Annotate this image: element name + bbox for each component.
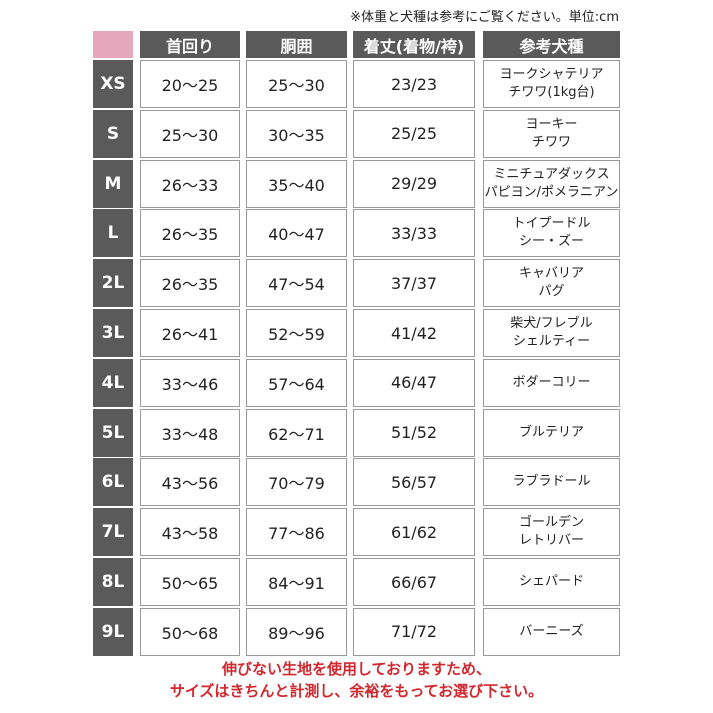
length-cell: 41/42: [353, 309, 475, 357]
length-cell: 51/52: [353, 408, 475, 457]
breed-name: シェルティー: [512, 334, 591, 349]
neck-cell: 43〜58: [140, 508, 240, 557]
breed-cell: ラブラドール: [483, 458, 620, 507]
breed-cell: トイプードル シー・ズー: [483, 209, 620, 258]
breed-name: キャバリア: [518, 266, 584, 282]
breed-name: パグ: [538, 284, 565, 300]
chest-cell: 47〜54: [246, 259, 347, 308]
breed-cell: 柴犬/フレブル シェルティー: [483, 309, 620, 357]
footer-line-1: 伸びない生地を使用しておりますため、: [221, 660, 492, 678]
footer-warning: 伸びない生地を使用しておりますため、 サイズはきちんと計測し、余裕をもってお選び…: [0, 658, 713, 702]
chest-cell: 57〜64: [246, 358, 347, 407]
breed-name: ラブラドール: [512, 474, 591, 490]
header-corner: [93, 31, 133, 58]
size-label: S: [93, 109, 133, 158]
breed-name: ミニチュアダックス: [493, 166, 610, 182]
size-label: 8L: [93, 558, 133, 606]
breed-cell: シェパード: [483, 558, 620, 606]
breed-name: ゴールデン: [518, 515, 584, 531]
unit-note: ※体重と犬種は参考にご覧ください。単位:cm: [350, 10, 619, 25]
breed-name: トイプードル: [512, 216, 591, 232]
chest-cell: 35〜40: [246, 159, 347, 208]
chest-cell: 70〜79: [246, 458, 347, 507]
length-cell: 23/23: [353, 60, 475, 108]
breed-name: パピヨン/ポメラニアン: [484, 184, 619, 200]
footer-line-2: サイズはきちんと計測し、余裕をもってお選び下さい。: [169, 682, 544, 700]
breed-cell: ゴールデンレトリバー: [483, 508, 620, 557]
chest-cell: 77〜86: [246, 508, 347, 557]
neck-cell: 26〜41: [140, 309, 240, 357]
chest-cell: 40〜47: [246, 209, 347, 258]
length-cell: 66/67: [353, 558, 475, 606]
size-label: XS: [93, 60, 133, 108]
size-label: 9L: [93, 607, 133, 656]
breed-cell: ブルテリア: [483, 408, 620, 457]
size-label: 6L: [93, 458, 133, 507]
neck-cell: 20〜25: [140, 60, 240, 108]
neck-cell: 25〜30: [140, 109, 240, 158]
chest-cell: 89〜96: [246, 607, 347, 656]
header-breed: 参考犬種: [483, 31, 620, 58]
chest-cell: 30〜35: [246, 109, 347, 158]
neck-cell: 50〜65: [140, 558, 240, 606]
breed-cell: ヨーキー チワワ: [483, 109, 620, 158]
breed-name: シェパード: [518, 574, 584, 589]
breed-name: バーニーズ: [519, 623, 584, 639]
length-cell: 33/33: [353, 209, 475, 258]
neck-cell: 33〜48: [140, 408, 240, 457]
length-cell: 46/47: [353, 358, 475, 407]
breed-name: ヨーキー: [525, 116, 578, 132]
chest-cell: 84〜91: [246, 558, 347, 606]
breed-name: チワワ: [531, 134, 571, 150]
size-label: 4L: [93, 358, 133, 407]
length-cell: 37/37: [353, 259, 475, 308]
size-label: 3L: [93, 309, 133, 357]
neck-cell: 33〜46: [140, 358, 240, 407]
chest-cell: 25〜30: [246, 60, 347, 108]
breed-cell: ボダーコリー: [483, 358, 620, 407]
breed-cell: ヨークシャテリア チワワ(1kg台): [483, 60, 620, 108]
size-label: M: [93, 159, 133, 208]
breed-cell: ミニチュアダックス パピヨン/ポメラニアン: [483, 159, 620, 208]
length-cell: 71/72: [353, 607, 475, 656]
breed-name: レトリバー: [518, 533, 584, 549]
breed-name: ブルテリア: [518, 424, 584, 440]
breed-name: 柴犬/フレブル: [510, 316, 593, 331]
length-cell: 61/62: [353, 508, 475, 557]
neck-cell: 50〜68: [140, 607, 240, 656]
size-label: 7L: [93, 508, 133, 557]
chest-cell: 52〜59: [246, 309, 347, 357]
length-cell: 56/57: [353, 458, 475, 507]
breed-cell: バーニーズ: [483, 607, 620, 656]
size-label: L: [93, 209, 133, 258]
length-cell: 29/29: [353, 159, 475, 208]
neck-cell: 26〜35: [140, 209, 240, 258]
breed-name: シー・ズー: [518, 234, 584, 250]
chest-cell: 62〜71: [246, 408, 347, 457]
neck-cell: 43〜56: [140, 458, 240, 507]
neck-cell: 26〜33: [140, 159, 240, 208]
breed-name: ヨークシャテリア: [499, 67, 604, 82]
size-label: 2L: [93, 259, 133, 308]
header-neck: 首回り: [140, 31, 240, 58]
header-chest: 胴囲: [246, 31, 347, 58]
breed-cell: キャバリア パグ: [483, 259, 620, 308]
breed-name: チワワ(1kg台): [508, 85, 595, 100]
length-cell: 25/25: [353, 109, 475, 158]
header-length: 着丈(着物/袴): [353, 31, 475, 58]
size-label: 5L: [93, 408, 133, 457]
neck-cell: 26〜35: [140, 259, 240, 308]
breed-name: ボダーコリー: [512, 374, 591, 390]
